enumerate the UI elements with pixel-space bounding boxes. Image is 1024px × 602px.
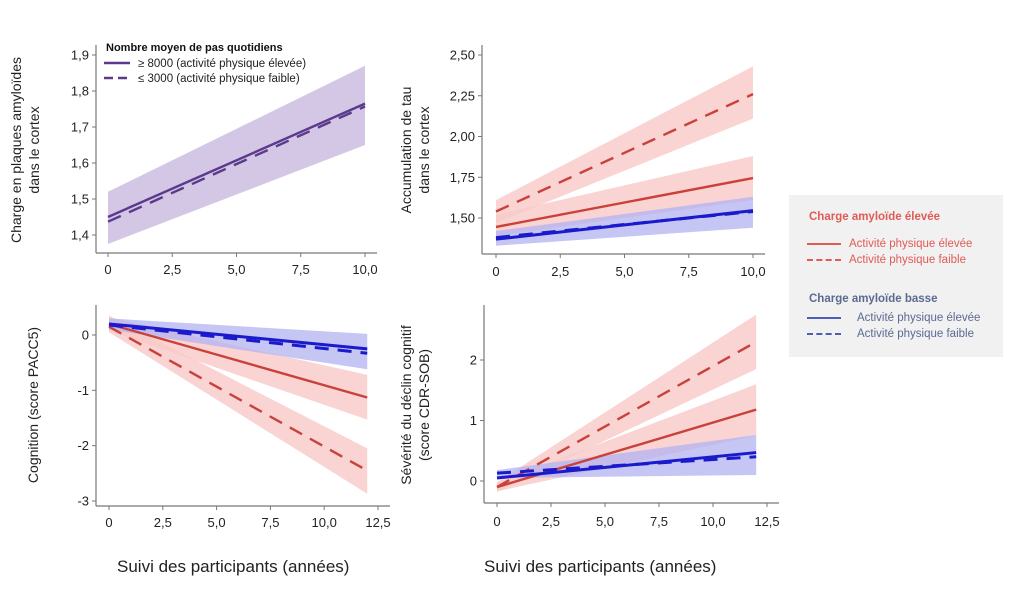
legend-dashed-line-icon xyxy=(807,333,841,335)
series-line-purple-dashed xyxy=(107,105,366,223)
series-line-red-dashed xyxy=(495,93,754,213)
legend-title: Nombre moyen de pas quotidiens xyxy=(106,42,283,54)
x-tick-label: 2,5 xyxy=(551,264,569,279)
y-tick-label: 2,25 xyxy=(450,88,475,103)
y-tick-label: 1,6 xyxy=(71,156,89,171)
legend-item-high-amyloid-low-activity: Activité physique faible xyxy=(807,254,966,266)
y-axis-label: (score CDR-SOB) xyxy=(416,349,432,461)
chart-amyloid-plaques: 1,4 1,5 1,6 1,7 1,8 1,9 0 2,5 5,0 7,5 10,0 Charge e… xyxy=(8,42,378,277)
x-tick-label: 0 xyxy=(492,264,499,279)
legend-item-high-amyloid-high-activity: Activité physique élevée xyxy=(807,238,972,250)
x-tick-label: 10,0 xyxy=(740,264,765,279)
y-tick-label: 2,50 xyxy=(450,48,475,63)
x-tick-label: 0 xyxy=(105,515,112,530)
series-line-purple-solid xyxy=(107,102,366,219)
chart-tau-accumulation: 1,50 1,75 2,00 2,25 2,50 0 2,5 5,0 7,5 10,0 Accumu… xyxy=(398,45,766,279)
y-tick-label: 1,4 xyxy=(71,228,89,243)
series-line-red-dashed xyxy=(496,340,757,489)
y-axis-label: dans le cortex xyxy=(416,106,432,193)
series-line-blue-solid xyxy=(496,451,757,480)
series-line-red-solid xyxy=(495,176,754,229)
x-tick-label: 5,0 xyxy=(615,264,633,279)
legend-entry-label: ≤ 3000 (activité physique faible) xyxy=(138,73,300,85)
y-tick-label: 0 xyxy=(82,328,89,343)
legend-label: Activité physique faible xyxy=(857,328,974,340)
legend-dashed-line-icon xyxy=(807,259,841,261)
x-tick-label: 7,5 xyxy=(261,515,279,530)
x-tick-label: 12,5 xyxy=(754,514,779,529)
y-tick-label: -1 xyxy=(77,383,89,398)
x-tick-label: 0 xyxy=(104,262,111,277)
confidence-band-red xyxy=(109,315,368,494)
legend-group-title-low-amyloid: Charge amyloïde basse xyxy=(809,293,938,305)
legend-solid-line-icon xyxy=(807,243,841,245)
y-tick-label: 2 xyxy=(470,353,477,368)
confidence-band-red xyxy=(497,314,757,492)
legend-panel: Charge amyloïde élevée Activité physique… xyxy=(789,195,1003,357)
confidence-band-red xyxy=(496,66,753,223)
y-axis-label: Charge en plaques amyloïdes xyxy=(8,57,24,243)
legend-group-title-high-amyloid: Charge amyloïde élevée xyxy=(809,211,941,223)
x-tick-label: 10,0 xyxy=(700,514,725,529)
y-tick-label: 1,50 xyxy=(450,211,475,226)
legend-label: Activité physique faible xyxy=(849,254,966,266)
chart-cdr-sob: 0 1 2 0 2,5 5,0 7,5 10,0 12,5 Sévérité du déclin … xyxy=(398,305,780,529)
x-tick-label: 7,5 xyxy=(680,264,698,279)
x-tick-label: 0 xyxy=(493,514,500,529)
series-line-blue-dashed xyxy=(108,323,368,355)
x-tick-label: 2,5 xyxy=(163,262,181,277)
y-tick-label: 1 xyxy=(470,413,477,428)
x-tick-label: 2,5 xyxy=(542,514,560,529)
x-axis-label-left: Suivi des participants (années) xyxy=(117,557,349,576)
y-axis-label: dans le cortex xyxy=(26,106,42,193)
chart-cognition-pacc5: -3 -2 -1 0 0 2,5 5,0 7,5 10,0 12,5 Cognition (scor… xyxy=(25,305,391,530)
y-tick-label: -2 xyxy=(77,438,89,453)
legend-label: Activité physique élevée xyxy=(857,312,981,324)
y-tick-label: 1,7 xyxy=(71,120,89,135)
y-axis-label: Accumulation de tau xyxy=(398,87,414,214)
legend-item-low-amyloid-high-activity: Activité physique élevée xyxy=(807,312,980,324)
confidence-band-red xyxy=(496,156,753,236)
y-tick-label: -3 xyxy=(77,494,89,509)
series-line-blue-dashed xyxy=(495,209,754,240)
x-tick-label: 5,0 xyxy=(208,515,226,530)
x-tick-label: 2,5 xyxy=(154,515,172,530)
legend-label: Activité physique élevée xyxy=(849,238,973,250)
series-line-red-dashed xyxy=(108,325,368,472)
y-axis-label: Sévérité du déclin cognitif xyxy=(398,325,414,485)
x-tick-label: 12,5 xyxy=(365,515,390,530)
x-tick-label: 7,5 xyxy=(292,262,310,277)
y-tick-label: 1,5 xyxy=(71,192,89,207)
x-axis-label-right: Suivi des participants (années) xyxy=(484,557,716,576)
confidence-band-purple xyxy=(108,65,365,244)
series-line-blue-solid xyxy=(108,322,368,351)
series-line-red-solid xyxy=(108,322,368,399)
x-tick-label: 5,0 xyxy=(596,514,614,529)
legend-entry-label: ≥ 8000 (activité physique élevée) xyxy=(138,58,306,70)
legend-item-low-amyloid-low-activity: Activité physique faible xyxy=(807,328,974,340)
y-tick-label: 0 xyxy=(470,474,477,489)
legend-solid-line-icon xyxy=(807,317,841,319)
x-tick-label: 7,5 xyxy=(650,514,668,529)
x-tick-label: 10,0 xyxy=(352,262,377,277)
y-axis-label: Cognition (score PACC5) xyxy=(25,327,41,483)
series-line-blue-dashed xyxy=(496,455,757,475)
y-tick-label: 2,00 xyxy=(450,129,475,144)
y-tick-label: 1,8 xyxy=(71,84,89,99)
x-tick-label: 5,0 xyxy=(227,262,245,277)
x-tick-label: 10,0 xyxy=(312,515,337,530)
y-tick-label: 1,75 xyxy=(450,170,475,185)
y-tick-label: 1,9 xyxy=(71,48,89,63)
